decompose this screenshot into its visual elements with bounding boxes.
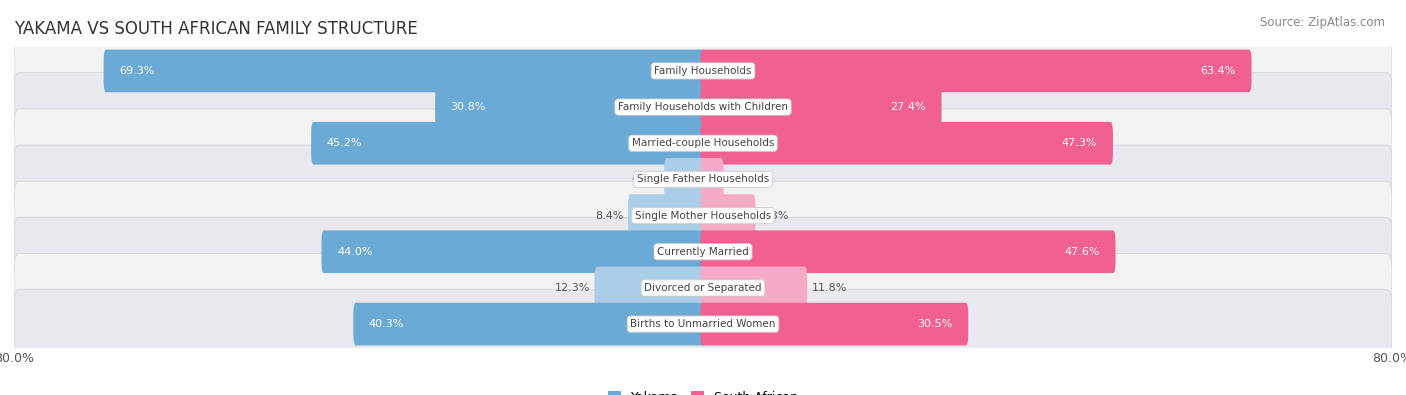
FancyBboxPatch shape (700, 49, 1251, 92)
FancyBboxPatch shape (700, 158, 724, 201)
Text: 40.3%: 40.3% (368, 319, 405, 329)
Text: 47.3%: 47.3% (1062, 138, 1098, 148)
Text: 27.4%: 27.4% (890, 102, 927, 112)
FancyBboxPatch shape (700, 230, 1115, 273)
Text: 5.8%: 5.8% (759, 211, 789, 220)
Text: Family Households: Family Households (654, 66, 752, 76)
Text: 12.3%: 12.3% (555, 283, 591, 293)
FancyBboxPatch shape (14, 73, 1392, 141)
Text: Source: ZipAtlas.com: Source: ZipAtlas.com (1260, 16, 1385, 29)
FancyBboxPatch shape (14, 254, 1392, 322)
Text: 63.4%: 63.4% (1201, 66, 1236, 76)
Text: Births to Unmarried Women: Births to Unmarried Women (630, 319, 776, 329)
Text: 44.0%: 44.0% (337, 247, 373, 257)
Text: 11.8%: 11.8% (811, 283, 846, 293)
FancyBboxPatch shape (14, 109, 1392, 178)
Text: 30.5%: 30.5% (918, 319, 953, 329)
FancyBboxPatch shape (14, 217, 1392, 286)
FancyBboxPatch shape (628, 194, 706, 237)
Text: 45.2%: 45.2% (326, 138, 363, 148)
Text: 47.6%: 47.6% (1064, 247, 1099, 257)
FancyBboxPatch shape (104, 49, 706, 92)
Text: YAKAMA VS SOUTH AFRICAN FAMILY STRUCTURE: YAKAMA VS SOUTH AFRICAN FAMILY STRUCTURE (14, 19, 418, 38)
Text: 4.2%: 4.2% (631, 175, 659, 184)
Text: 8.4%: 8.4% (595, 211, 624, 220)
Text: Currently Married: Currently Married (657, 247, 749, 257)
Text: 69.3%: 69.3% (120, 66, 155, 76)
Text: Single Father Households: Single Father Households (637, 175, 769, 184)
Legend: Yakama, South African: Yakama, South African (605, 387, 801, 395)
FancyBboxPatch shape (14, 37, 1392, 105)
FancyBboxPatch shape (322, 230, 706, 273)
Text: Divorced or Separated: Divorced or Separated (644, 283, 762, 293)
FancyBboxPatch shape (664, 158, 706, 201)
Text: 30.8%: 30.8% (451, 102, 486, 112)
FancyBboxPatch shape (353, 303, 706, 346)
FancyBboxPatch shape (311, 122, 706, 165)
FancyBboxPatch shape (14, 290, 1392, 358)
FancyBboxPatch shape (14, 145, 1392, 214)
FancyBboxPatch shape (700, 86, 942, 128)
FancyBboxPatch shape (14, 181, 1392, 250)
Text: Married-couple Households: Married-couple Households (631, 138, 775, 148)
Text: 2.1%: 2.1% (728, 175, 756, 184)
Text: Family Households with Children: Family Households with Children (619, 102, 787, 112)
FancyBboxPatch shape (700, 122, 1114, 165)
FancyBboxPatch shape (700, 303, 969, 346)
FancyBboxPatch shape (700, 267, 807, 309)
FancyBboxPatch shape (700, 194, 755, 237)
FancyBboxPatch shape (436, 86, 706, 128)
Text: Single Mother Households: Single Mother Households (636, 211, 770, 220)
FancyBboxPatch shape (595, 267, 706, 309)
